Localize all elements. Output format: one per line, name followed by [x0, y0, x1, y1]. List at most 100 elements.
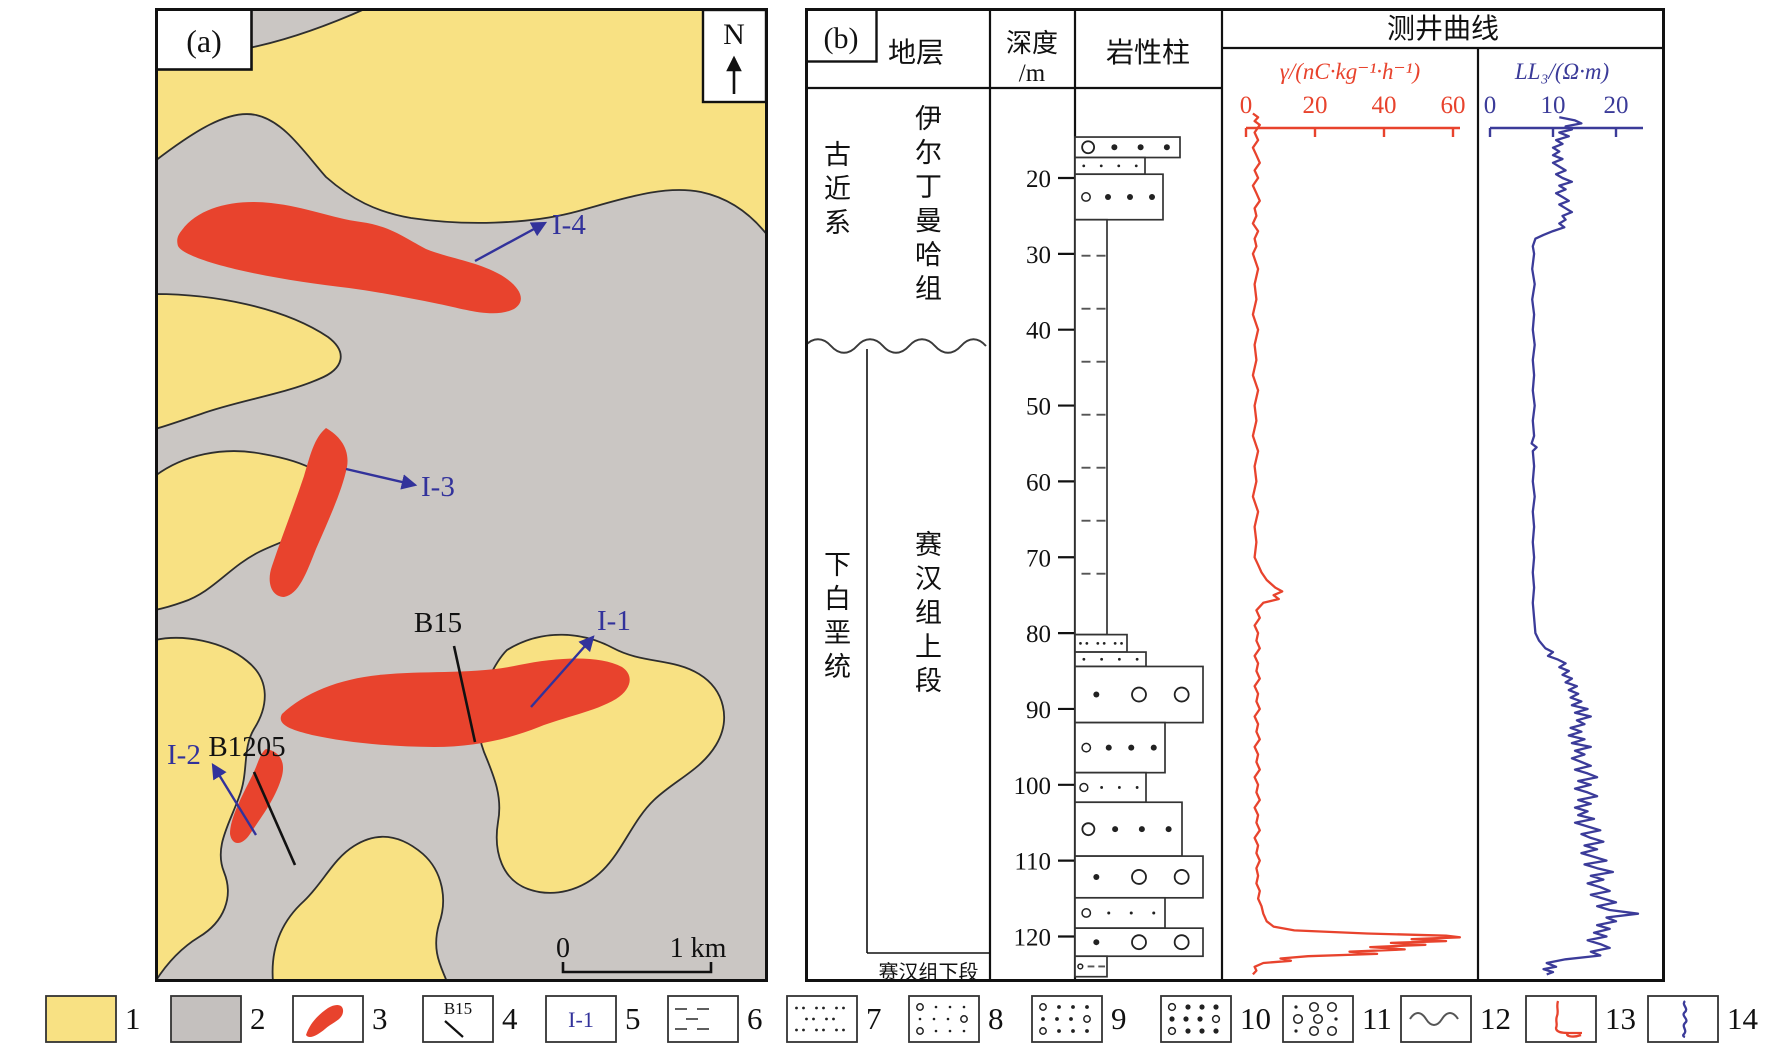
dot-symbol [1183, 1016, 1189, 1022]
dot-symbol [822, 1028, 825, 1032]
dot-symbol [1197, 1016, 1203, 1022]
wavy-line-icon [1409, 1012, 1459, 1026]
circle-symbol [1081, 908, 1092, 918]
legend-item-9: 9 [1031, 995, 1127, 1043]
legend-item-2: 2 [170, 995, 266, 1043]
north-label: N [723, 18, 745, 51]
legend-swatch-sand-medium [1031, 995, 1103, 1043]
legend-box [170, 995, 242, 1043]
dot-symbol [1082, 657, 1086, 661]
ore-body-I2 [230, 749, 284, 843]
ore-zone-label-I4: I-4 [552, 209, 586, 241]
ore-zone-arrows [211, 221, 595, 836]
dot-symbol [815, 1006, 818, 1010]
legend-item-number: 13 [1605, 1001, 1636, 1036]
dot-symbol [1127, 193, 1133, 200]
ore-body-I3 [269, 428, 348, 597]
dot-symbol [1199, 1004, 1205, 1010]
panel-a-label: (a) [186, 23, 222, 59]
legend-item-3: 3 [292, 995, 388, 1043]
circle-symbol [1131, 686, 1147, 703]
gamma-axis-tick-label: 0 [1240, 92, 1253, 119]
scale-bar-line [561, 962, 713, 974]
scale-bar: 0 1 km [556, 933, 727, 974]
circle-symbol [1173, 934, 1190, 951]
legend-swatch-gravel [1282, 995, 1354, 1043]
dot-symbol [1163, 144, 1170, 151]
yellow-region-bottom-center [271, 835, 449, 983]
log-axes: 0 20 40 60 0 10 20 [1240, 92, 1643, 137]
dot-symbol [1055, 1017, 1059, 1021]
legend-swatch-ore-body [292, 995, 364, 1043]
dot-symbol [1150, 744, 1157, 751]
map-ore-bodies [177, 202, 630, 843]
scale-km-label: 1 km [670, 933, 727, 964]
dot-symbol [962, 1029, 966, 1033]
dot-symbol [1071, 1029, 1075, 1033]
geologic-map: I-4 I-3 I-1 I-2 B15 B1205 0 1 km N (a) [154, 7, 769, 986]
borehole-icon-line [444, 1020, 464, 1038]
dot-symbol [1213, 1028, 1219, 1034]
dot-symbol [962, 1005, 966, 1009]
lithology-column [1074, 136, 1204, 978]
dot-symbol [948, 1005, 952, 1009]
header-depth-line2: /m [1019, 60, 1046, 87]
circle-symbol [1083, 1015, 1091, 1023]
scale-zero-label: 0 [556, 933, 570, 964]
panel-a-label-box: (a) [155, 8, 253, 71]
circle-symbol [1077, 963, 1084, 970]
dot-symbol [1099, 164, 1103, 168]
dot-symbol [1120, 641, 1123, 645]
arrow-I2 [211, 763, 258, 836]
borehole-label-B1205: B1205 [208, 731, 285, 763]
dot-symbol [1096, 641, 1100, 645]
yellow-region-left-upper [154, 293, 342, 431]
dot-symbol [1294, 1005, 1298, 1009]
dot-symbol [1085, 1005, 1089, 1009]
dot-symbol [1135, 786, 1139, 789]
dot-symbol [1149, 193, 1155, 200]
legend-item-12: 12 [1400, 995, 1511, 1043]
circle-symbol [1081, 822, 1096, 837]
dot-symbol [832, 1017, 835, 1021]
circle-symbol [1308, 1025, 1320, 1037]
dot-symbol [1102, 641, 1106, 645]
chart-background [805, 8, 1665, 982]
depth-tick-label: 80 [1026, 621, 1051, 648]
dot-symbol [1093, 691, 1100, 698]
gamma-curve [1251, 112, 1462, 976]
dot-symbol [1117, 164, 1121, 168]
dot-symbol [795, 1028, 798, 1032]
dot-symbol [822, 1006, 825, 1010]
dot-symbol [1294, 1029, 1298, 1033]
circle-symbol [1039, 1003, 1047, 1011]
depth-tick-label: 100 [1014, 773, 1052, 800]
dot-symbol [918, 1017, 922, 1021]
lithology-block-siltstone [1074, 633, 1128, 653]
legend-item-number: 3 [372, 1001, 388, 1036]
dot-symbol [1082, 164, 1086, 168]
dot-symbol [1100, 786, 1104, 789]
ore-body-I1 [280, 658, 630, 747]
depth-tick-label: 120 [1014, 925, 1052, 952]
strata-lower-member: 赛汉组下段 [878, 962, 979, 984]
dot-symbol [835, 1028, 838, 1032]
depth-tick-label: 110 [1014, 849, 1051, 876]
dot-symbol [1057, 1005, 1061, 1009]
circle-symbol [1173, 869, 1190, 885]
legend-swatch-yellow-fill [45, 995, 117, 1043]
north-arrow-box: N [701, 8, 768, 104]
legend-item-8: 8 [908, 995, 1004, 1043]
dot-symbol [1169, 1016, 1175, 1022]
resistivity-curve [1530, 116, 1640, 976]
legend-swatch-sand-coarse [1160, 995, 1232, 1043]
dot-symbol [805, 1017, 808, 1021]
legend-item-14: 14 [1647, 995, 1758, 1043]
panel-a-box [155, 8, 253, 71]
borehole-label-B15: B15 [414, 607, 462, 639]
legend-item-number: 9 [1111, 1001, 1127, 1036]
lithology-block-coarse-sand-gravel [1074, 801, 1183, 857]
dot-symbol [1107, 911, 1111, 915]
legend-item-4: B15 4 [422, 995, 518, 1043]
legend-swatch-mud-dashes [667, 995, 739, 1043]
